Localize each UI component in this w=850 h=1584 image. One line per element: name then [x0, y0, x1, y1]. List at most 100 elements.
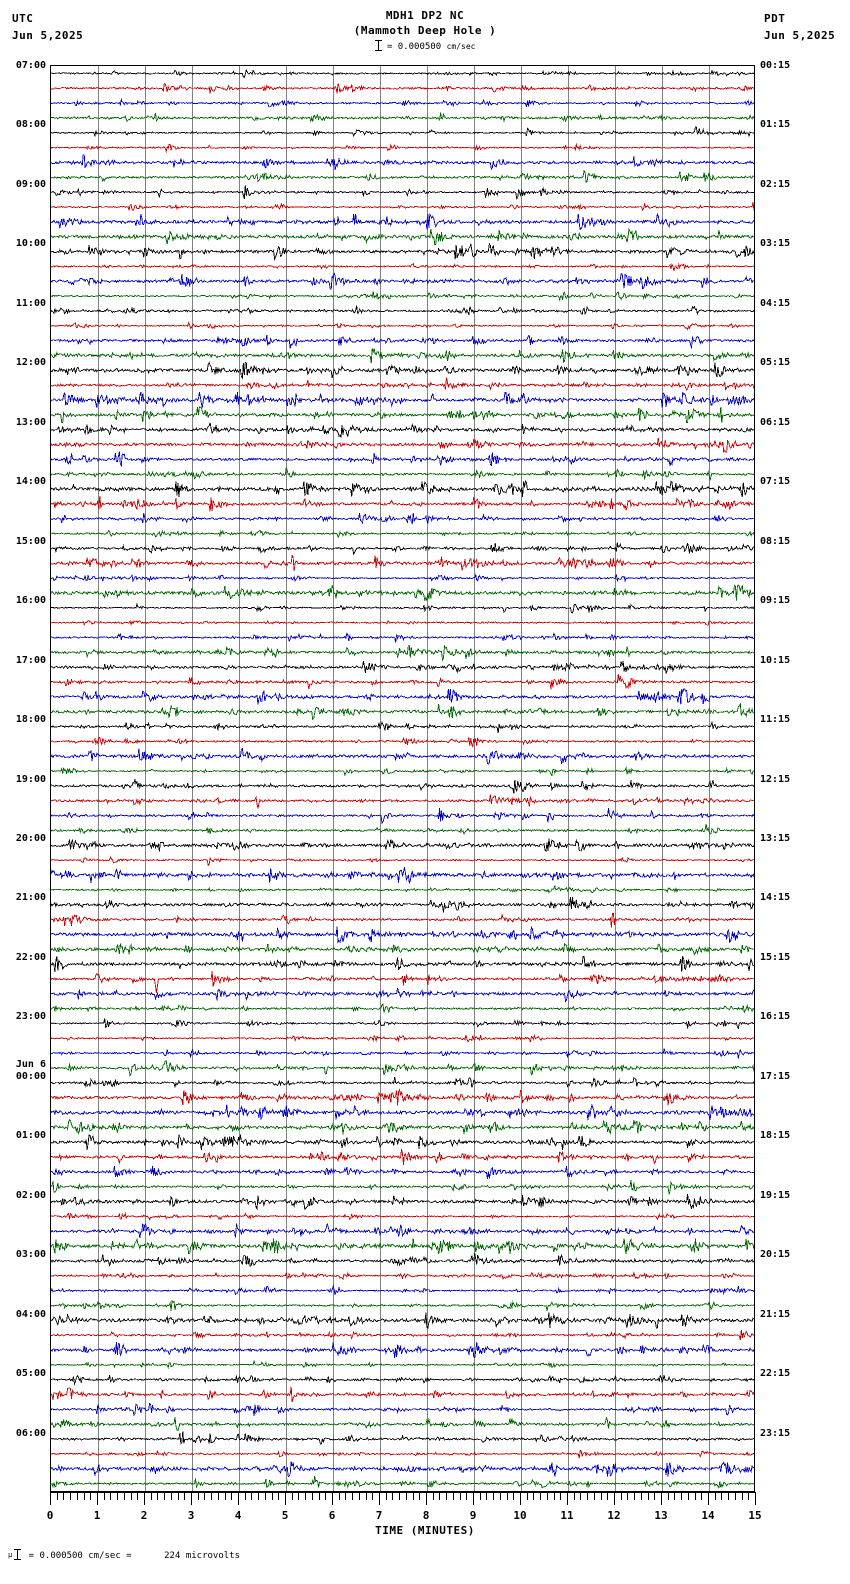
- utc-hour-label: 04:00: [15, 1308, 46, 1320]
- x-tick-minor: [365, 1492, 367, 1500]
- x-tick-minor: [264, 1492, 266, 1500]
- utc-hour-label: 01:00: [15, 1130, 46, 1142]
- footer-microvolt-units: microvolts: [185, 1551, 240, 1561]
- x-tick-major: [50, 1492, 51, 1505]
- trace-row: [51, 422, 754, 438]
- trace-row: [51, 1193, 754, 1211]
- trace-row: [51, 955, 754, 972]
- x-tick-minor: [439, 1492, 441, 1500]
- pdt-hour-label: 18:15: [760, 1130, 791, 1142]
- trace-row: [51, 1018, 754, 1030]
- x-tick-label: 15: [748, 1509, 762, 1522]
- trace-row: [51, 1059, 754, 1077]
- x-tick-minor: [513, 1492, 515, 1500]
- utc-hour-label: 07:00: [15, 60, 46, 71]
- header-pdt-date: Jun 5,2025: [764, 29, 836, 42]
- grid-line-minute-6: [333, 66, 334, 1491]
- x-tick-minor: [486, 1492, 488, 1500]
- pdt-hour-label: 09:15: [760, 595, 791, 607]
- trace-row: [51, 154, 754, 171]
- header-scale-legend: = 0.000500 cm/sec: [0, 40, 850, 52]
- trace-row: [51, 1048, 754, 1059]
- grid-line-minute-2: [145, 66, 146, 1491]
- pdt-hour-label: 23:15: [760, 1427, 791, 1439]
- trace-row: [51, 361, 754, 380]
- trace-row: [51, 1076, 754, 1089]
- x-tick-major: [191, 1492, 192, 1505]
- header-left-timezone-block: UTC Jun 5,2025: [12, 10, 83, 44]
- x-tick-major: [426, 1492, 427, 1505]
- x-tick-minor: [540, 1492, 542, 1500]
- pdt-hour-label: 15:15: [760, 951, 791, 963]
- pdt-hour-label: 12:15: [760, 773, 791, 785]
- trace-row: [51, 1270, 754, 1281]
- trace-row: [51, 838, 754, 853]
- x-tick-major: [144, 1492, 145, 1505]
- trace-row: [51, 1088, 754, 1106]
- x-tick-major: [755, 1492, 756, 1505]
- x-tick-minor: [217, 1492, 219, 1500]
- x-tick-major: [567, 1492, 568, 1505]
- trace-row: [51, 867, 754, 885]
- grid-lines: [51, 66, 754, 1491]
- trace-row: [51, 542, 754, 556]
- trace-row: [51, 660, 754, 675]
- x-tick-minor: [694, 1492, 696, 1500]
- trace-row: [51, 1449, 754, 1459]
- trace-row: [51, 971, 754, 994]
- x-tick-label: 0: [46, 1509, 54, 1522]
- footer-scale-value: = 0.000500: [28, 1551, 83, 1561]
- x-tick-minor: [620, 1492, 622, 1500]
- x-tick-label: 9: [469, 1509, 477, 1522]
- x-tick-minor: [56, 1492, 58, 1500]
- trace-row: [51, 620, 754, 627]
- grid-line-minute-10: [521, 66, 522, 1491]
- pdt-hour-label: 10:15: [760, 654, 791, 666]
- x-tick-minor: [748, 1492, 750, 1500]
- grid-line-minute-8: [427, 66, 428, 1491]
- footer-microvolt-value: 224: [164, 1551, 181, 1561]
- trace-row: [51, 1329, 754, 1340]
- trace-row: [51, 512, 754, 525]
- x-tick-major: [379, 1492, 380, 1505]
- utc-hour-label: 05:00: [15, 1368, 46, 1380]
- pdt-hour-label: 16:15: [760, 1011, 791, 1023]
- trace-row: [51, 272, 754, 290]
- utc-hour-label: 14:00: [15, 476, 46, 488]
- x-tick-minor: [150, 1492, 152, 1500]
- x-tick-minor: [405, 1492, 407, 1500]
- trace-row: [51, 807, 754, 825]
- x-tick-minor: [674, 1492, 676, 1500]
- trace-row: [51, 201, 754, 212]
- utc-hour-label: 12:00: [15, 357, 46, 369]
- x-tick-minor: [546, 1492, 548, 1500]
- x-tick-minor: [728, 1492, 730, 1500]
- utc-hour-label: 00:00: [15, 1070, 46, 1082]
- trace-row: [51, 496, 754, 512]
- x-tick-label: 3: [187, 1509, 195, 1522]
- trace-row: [51, 1374, 754, 1386]
- x-tick-minor: [446, 1492, 448, 1500]
- utc-hour-label: 03:00: [15, 1249, 46, 1261]
- header-utc-label: UTC: [12, 12, 34, 25]
- trace-row: [51, 1431, 754, 1445]
- trace-row: [51, 1402, 754, 1417]
- x-tick-minor: [305, 1492, 307, 1500]
- x-tick-label: 1: [93, 1509, 101, 1522]
- helicorder-plot[interactable]: [50, 65, 755, 1492]
- trace-row: [51, 1134, 754, 1150]
- trace-row: [51, 925, 754, 944]
- seismic-traces: [51, 68, 754, 1489]
- x-tick-minor: [587, 1492, 589, 1500]
- x-tick-minor: [553, 1492, 555, 1500]
- grid-line-minute-3: [192, 66, 193, 1491]
- header-utc-date: Jun 5,2025: [12, 29, 84, 42]
- scale-bar-icon: [374, 40, 382, 51]
- trace-row: [51, 212, 754, 231]
- x-tick-major: [285, 1492, 286, 1505]
- trace-row: [51, 437, 754, 454]
- x-tick-minor: [419, 1492, 421, 1500]
- trace-row: [51, 942, 754, 956]
- x-tick-minor: [258, 1492, 260, 1500]
- utc-hour-label: 19:00: [15, 773, 46, 785]
